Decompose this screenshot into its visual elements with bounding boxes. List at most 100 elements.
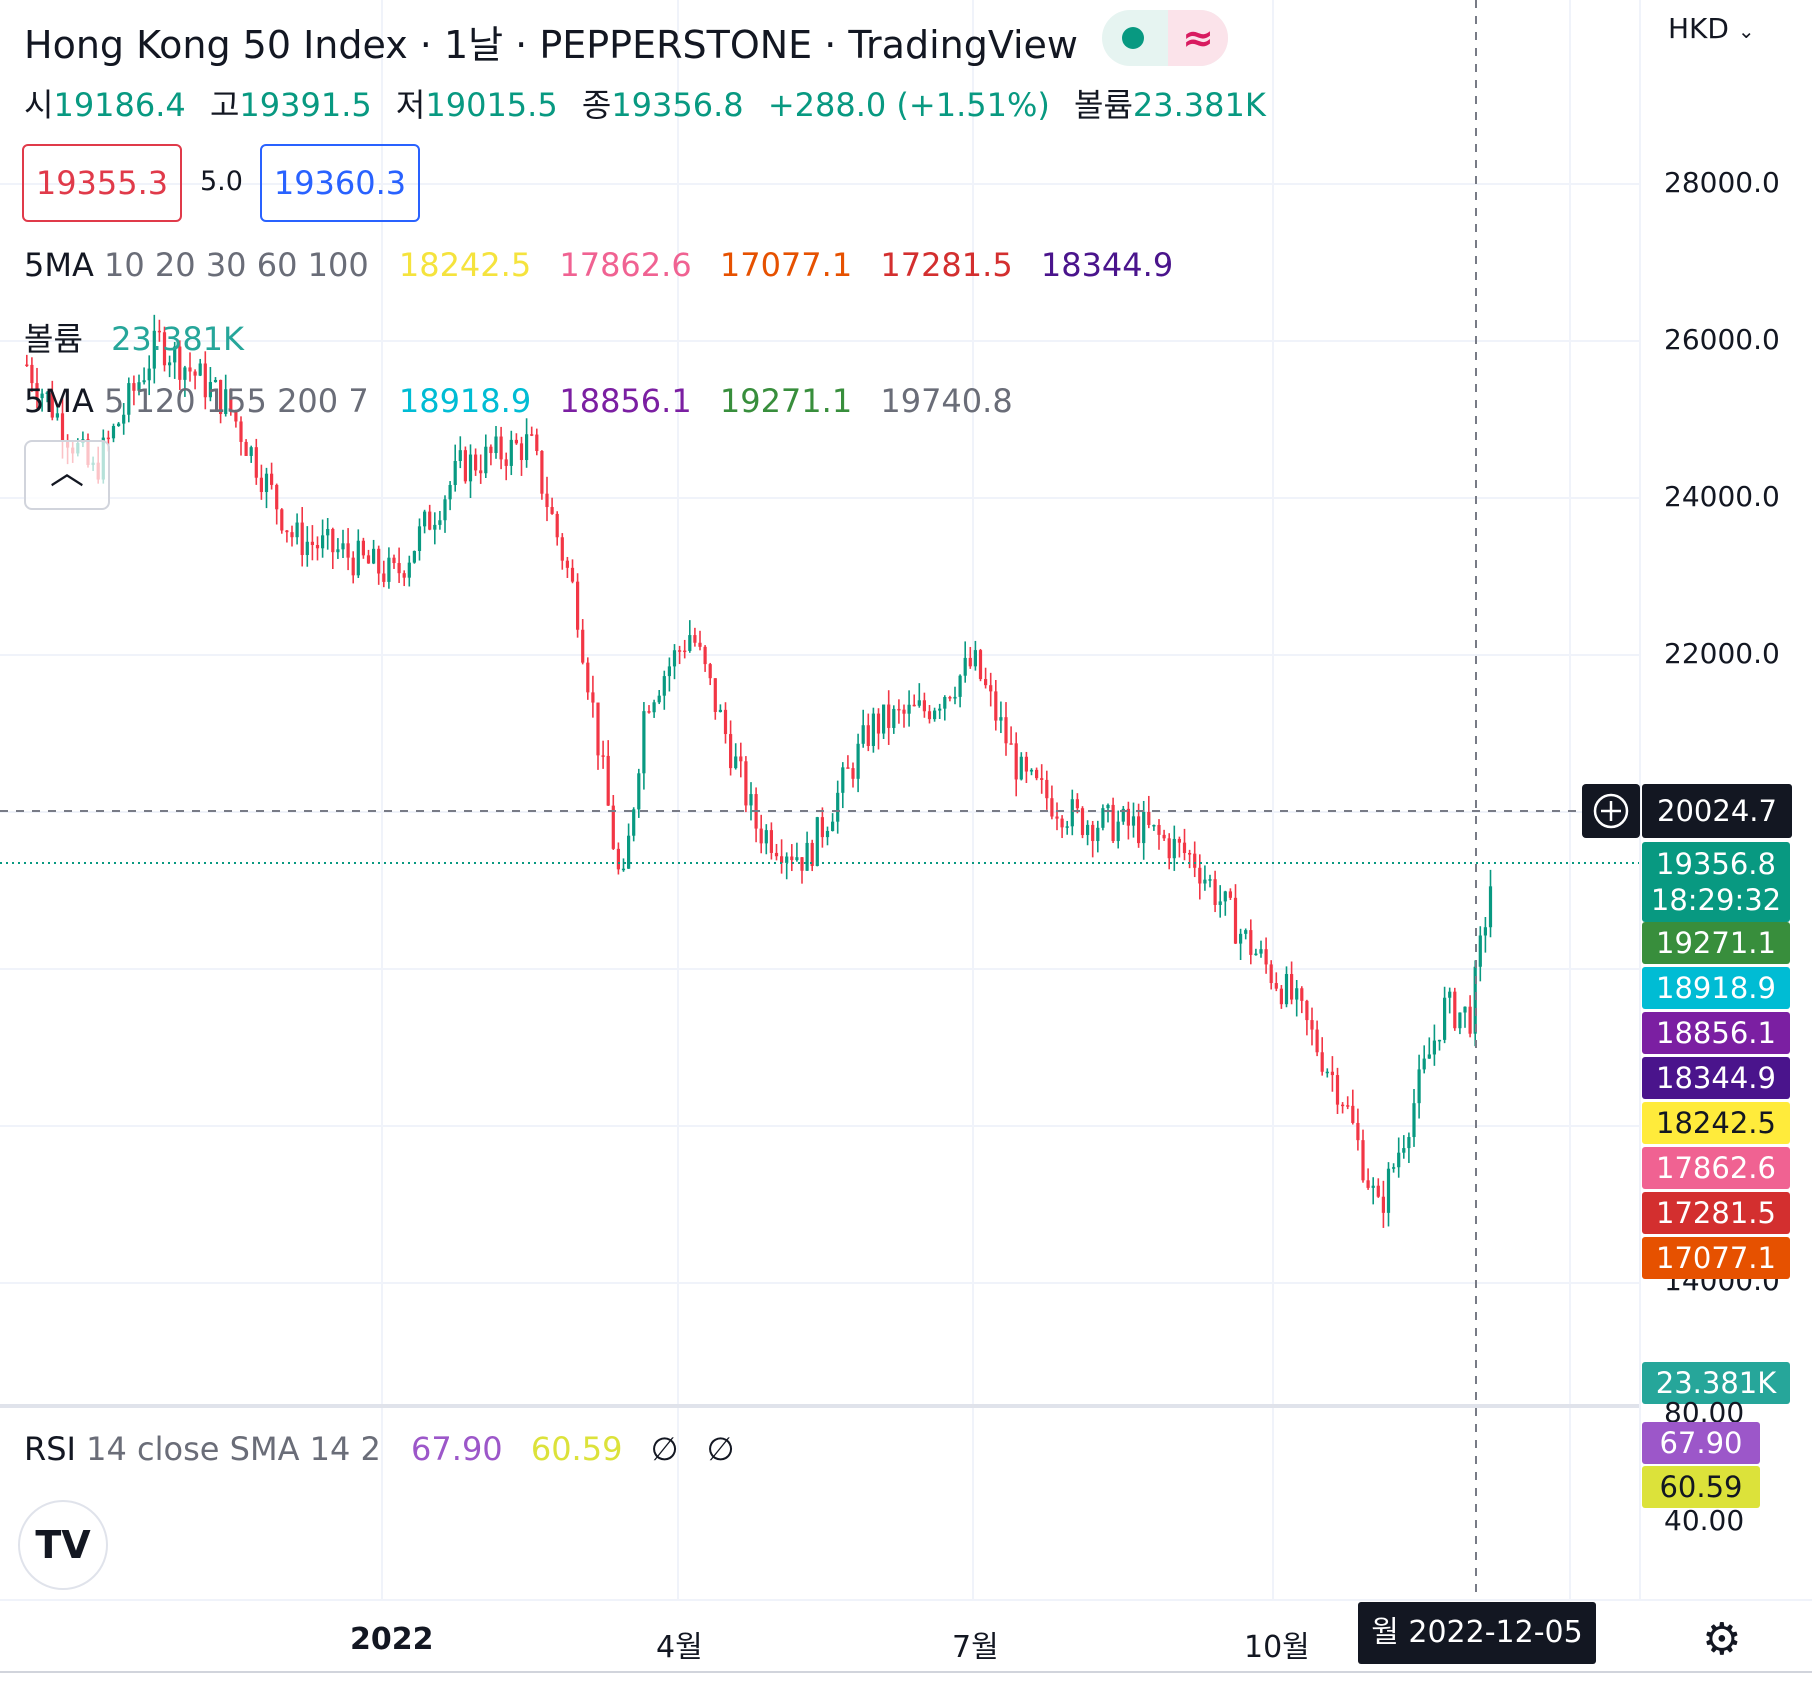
ma2-legend[interactable]: 5MA 5 120 155 200 7 18918.9 18856.1 1927… xyxy=(24,382,1031,420)
candle xyxy=(1279,984,1283,1009)
ma1-value: 18344.9 xyxy=(1040,246,1174,284)
candle xyxy=(1264,937,1268,974)
candle xyxy=(545,476,549,522)
candle xyxy=(861,709,865,748)
candle xyxy=(1335,1067,1340,1115)
candle xyxy=(1167,833,1171,870)
settings-gear-icon[interactable]: ⚙ xyxy=(1702,1614,1742,1665)
ohlc-legend: 시19186.4 고19391.5 저19015.5 종19356.8 +288… xyxy=(24,80,1280,126)
candle-body xyxy=(1325,1071,1329,1074)
rsi-legend[interactable]: RSI 14 close SMA 14 2 67.90 60.59 ∅ ∅ xyxy=(24,1430,753,1468)
candle-body xyxy=(1290,974,1294,1000)
candle xyxy=(377,545,381,585)
candle-body xyxy=(1264,949,1268,965)
candle xyxy=(1254,948,1258,956)
candle-body xyxy=(1468,1006,1472,1034)
ma1-legend[interactable]: 5MA 10 20 30 60 100 18242.5 17862.6 1707… xyxy=(24,246,1191,284)
candle xyxy=(382,560,386,588)
currency-selector[interactable]: HKD ⌄ xyxy=(1668,12,1755,45)
candle xyxy=(1478,926,1482,982)
candle-body xyxy=(412,550,416,563)
ma1-name: 5MA xyxy=(24,246,94,284)
candle-body xyxy=(703,646,707,665)
candle xyxy=(1177,836,1181,858)
chart-title[interactable]: Hong Kong 50 Index · 1날 · PEPPERSTONE · … xyxy=(24,23,1079,67)
candle-body xyxy=(693,635,697,643)
candle xyxy=(157,319,161,342)
candle-body xyxy=(264,473,269,493)
candle-body xyxy=(509,439,513,466)
candle xyxy=(1361,1129,1365,1183)
candle xyxy=(55,404,59,421)
candle-body xyxy=(1065,826,1069,828)
ma-price-tag: 18856.1 xyxy=(1642,1012,1790,1054)
rsi-params: 14 close SMA 14 2 xyxy=(86,1430,381,1468)
candle-body xyxy=(1182,842,1187,854)
candle xyxy=(433,512,437,545)
candle-body xyxy=(1412,1103,1416,1138)
candle-body xyxy=(1137,816,1141,844)
candle-body xyxy=(1295,988,1299,1000)
candle-body xyxy=(1371,1185,1375,1188)
candle xyxy=(1060,815,1064,839)
candle xyxy=(550,497,554,515)
sell-button[interactable]: 19355.3 xyxy=(22,144,182,222)
candle-body xyxy=(489,446,493,454)
candle xyxy=(683,639,687,659)
add-alert-button[interactable] xyxy=(1582,784,1640,838)
candle xyxy=(912,694,916,707)
candle xyxy=(417,518,422,561)
collapse-legend-button[interactable]: ︿ xyxy=(24,440,110,510)
candle xyxy=(902,704,906,728)
candle xyxy=(1188,849,1192,869)
candle-body xyxy=(1188,853,1192,855)
candle-body xyxy=(1488,886,1493,928)
ma2-value: 19271.1 xyxy=(719,382,853,420)
candle-body xyxy=(458,450,462,461)
candle-body xyxy=(1437,1039,1442,1042)
candle-body xyxy=(621,868,626,871)
candle xyxy=(137,374,141,396)
ma-price-tag: 17862.6 xyxy=(1642,1147,1790,1189)
candle xyxy=(754,787,758,843)
candle xyxy=(331,527,335,569)
candle xyxy=(621,858,626,872)
candle-body xyxy=(1427,1054,1431,1059)
candle-body xyxy=(825,830,830,838)
candle-body xyxy=(545,493,549,508)
candle xyxy=(672,644,677,680)
candle-body xyxy=(157,330,161,333)
candle-body xyxy=(213,379,218,383)
candle-body xyxy=(1392,1167,1396,1169)
candle-body xyxy=(315,544,320,549)
candle xyxy=(1473,960,1477,1047)
candle-body xyxy=(897,708,901,711)
candle xyxy=(1330,1056,1334,1092)
candle-body xyxy=(382,573,386,582)
candle-body xyxy=(917,700,921,706)
candle-body xyxy=(1453,991,1457,1029)
tradingview-logo[interactable]: TV xyxy=(18,1500,108,1590)
candle xyxy=(800,856,804,884)
candle xyxy=(356,529,360,578)
candle-body xyxy=(943,697,947,709)
candle-body xyxy=(1402,1148,1406,1153)
candle-body xyxy=(871,713,875,746)
candle xyxy=(234,409,238,428)
candle-body xyxy=(1448,991,1452,998)
candle xyxy=(122,402,126,435)
buy-button[interactable]: 19360.3 xyxy=(260,144,420,222)
candle-body xyxy=(535,434,539,451)
candle xyxy=(764,824,768,855)
market-status-pill[interactable]: ≈ xyxy=(1102,10,1228,66)
candle-body xyxy=(1259,949,1263,954)
candle-body xyxy=(1142,811,1146,844)
ma-price-tag: 19271.1 xyxy=(1642,922,1790,964)
candle-body xyxy=(1473,966,1477,1034)
candle xyxy=(188,352,192,382)
candle xyxy=(173,341,177,379)
candle-body xyxy=(989,685,993,692)
volume-legend[interactable]: 볼륨 23.381K xyxy=(24,314,262,360)
candle xyxy=(270,462,274,490)
